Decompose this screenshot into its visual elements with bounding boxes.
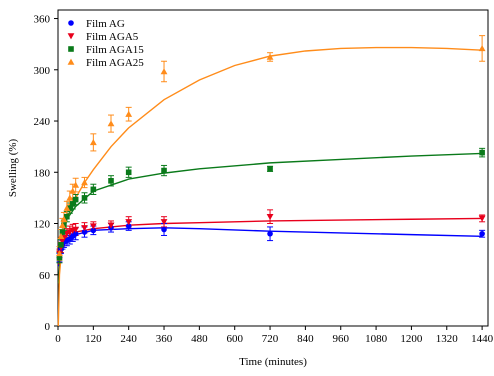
data-point — [60, 215, 68, 222]
data-point — [478, 215, 486, 222]
data-point — [89, 138, 97, 146]
x-tick-label: 0 — [55, 333, 61, 345]
x-tick-label: 480 — [191, 333, 208, 345]
data-point — [59, 221, 66, 228]
data-point — [125, 169, 132, 176]
x-tick-label: 1440 — [471, 333, 494, 345]
plot-frame — [57, 9, 489, 327]
x-tick-label: 840 — [297, 333, 314, 345]
data-point — [107, 222, 115, 229]
data-point — [90, 227, 97, 234]
data-point — [161, 226, 167, 233]
y-tick-label: 240 — [34, 116, 51, 128]
legend-label: Film AGA25 — [86, 57, 144, 69]
data-point — [107, 120, 115, 127]
data-point — [81, 179, 88, 186]
data-point — [81, 229, 88, 235]
data-point — [125, 110, 133, 117]
data-point — [72, 181, 80, 188]
data-point — [160, 219, 168, 226]
data-point — [59, 229, 66, 235]
data-point — [69, 187, 77, 194]
data-point — [66, 194, 74, 201]
legend-marker — [67, 58, 75, 65]
legend-label: Film AGA5 — [86, 31, 139, 43]
data-point — [125, 219, 133, 226]
x-tick-label: 120 — [85, 333, 102, 345]
data-point — [57, 232, 65, 240]
x-tick-label: 1080 — [365, 333, 388, 345]
data-point — [478, 45, 486, 52]
fit-layer — [57, 46, 483, 327]
legend-label: Film AGA15 — [86, 44, 144, 56]
marker-layer — [56, 45, 486, 261]
data-point — [89, 223, 97, 230]
data-point — [81, 225, 88, 232]
data-point — [72, 230, 79, 237]
data-point — [72, 196, 79, 203]
y-tick-label: 360 — [34, 14, 51, 26]
x-tick-label: 600 — [226, 333, 243, 345]
x-tick-label: 1320 — [436, 333, 459, 345]
y-axis-title: Swelling (%) — [7, 138, 19, 197]
data-point — [125, 223, 132, 229]
data-point — [66, 205, 73, 211]
y-tick-label: 120 — [34, 219, 51, 231]
data-point — [56, 250, 63, 257]
legend-label: Film AG — [86, 18, 125, 30]
data-point — [266, 53, 274, 60]
data-point — [64, 213, 70, 220]
data-point — [90, 186, 97, 193]
data-point — [267, 166, 273, 172]
legend-marker — [67, 33, 75, 40]
x-tick-label: 960 — [332, 333, 349, 345]
x-axis-title: Time (minutes) — [239, 356, 307, 368]
legend-marker — [68, 20, 74, 26]
data-point — [58, 242, 64, 248]
data-point — [267, 230, 273, 237]
fit-line — [57, 217, 483, 265]
data-point — [108, 178, 114, 184]
data-point — [56, 254, 63, 261]
y-tick-label: 0 — [45, 321, 51, 333]
data-point — [72, 226, 80, 233]
x-tick-label: 1200 — [400, 333, 423, 345]
data-point — [81, 195, 88, 201]
x-tick-label: 240 — [120, 333, 137, 345]
axes-layer: 0 120 240 360 480 600 720 840 960 1080 1200 1320 144… — [34, 9, 494, 345]
y-tick-label: 300 — [34, 65, 51, 77]
data-point — [69, 201, 76, 207]
fit-line — [57, 46, 483, 327]
data-point — [63, 204, 71, 211]
data-point — [479, 149, 485, 156]
data-point — [479, 230, 485, 237]
y-tick-label: 60 — [39, 270, 51, 282]
data-point — [266, 213, 274, 221]
data-point — [160, 68, 168, 75]
legend-marker — [68, 46, 74, 52]
x-tick-label: 720 — [262, 333, 279, 345]
data-point — [161, 167, 167, 174]
y-tick-label: 180 — [34, 167, 51, 179]
x-tick-label: 360 — [156, 333, 173, 345]
